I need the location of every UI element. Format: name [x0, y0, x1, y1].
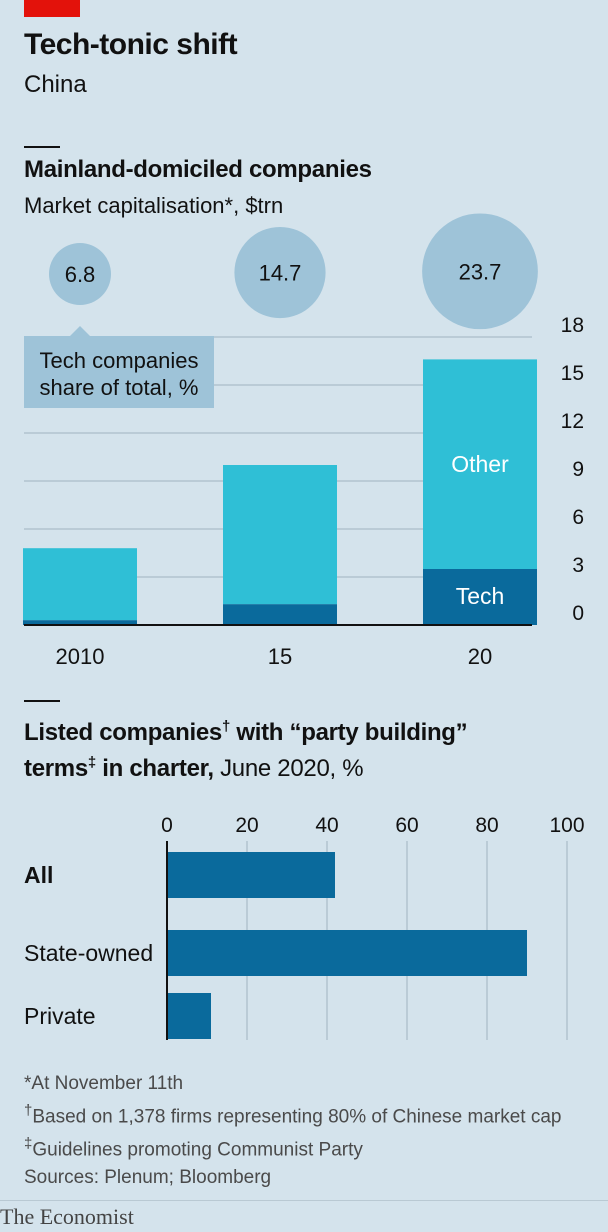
category-label: Private — [24, 1003, 96, 1029]
x-tick-label: 40 — [315, 814, 338, 837]
sources: Sources: Plenum; Bloomberg — [24, 1166, 272, 1188]
chart-title: Tech-tonic shift — [24, 28, 238, 61]
x-tick-label: 0 — [161, 814, 173, 837]
series-label-other: Other — [451, 451, 509, 477]
category-label: All — [24, 862, 53, 888]
section2-title-mid: with “party building” — [229, 719, 468, 746]
footnote-3-text: Guidelines promoting Communist Party — [32, 1139, 363, 1161]
callout-pointer — [70, 326, 90, 336]
bar-tech — [423, 569, 537, 625]
section1-rule — [24, 146, 60, 148]
y-tick-label: 9 — [572, 458, 584, 481]
y-tick-label: 18 — [561, 314, 584, 337]
footnotes: *At November 11th †Based on 1,378 firms … — [24, 1070, 561, 1191]
bar-other — [223, 465, 337, 605]
x-tick-label: 20 — [468, 644, 492, 669]
share-bubble-label: 14.7 — [259, 261, 302, 286]
party-building-chart: 0 20 40 60 80 100 All State-owned Private — [24, 814, 585, 1040]
series-label-tech: Tech — [456, 583, 505, 609]
footnote-1: *At November 11th — [24, 1073, 184, 1094]
bar-tech — [223, 604, 337, 625]
x-tick-label: 20 — [235, 814, 258, 837]
share-bubble — [49, 243, 111, 305]
chart-subtitle: China — [24, 71, 87, 98]
footer-divider — [0, 1200, 608, 1201]
footnote-3-mark: ‡ — [24, 1135, 33, 1153]
economist-logo: The Economist — [0, 1204, 134, 1229]
market-cap-chart: 0 3 6 9 12 15 18 2010 6.8 15 14.7 20 23.7 Other Tech Te… — [23, 213, 584, 669]
callout-box — [24, 336, 214, 408]
section2-title-main: Listed companies — [24, 719, 222, 746]
bar-tech — [23, 620, 137, 625]
brand-red-tag — [24, 0, 80, 17]
y-tick-label: 0 — [572, 602, 584, 625]
callout-line-2: share of total, % — [40, 375, 199, 400]
footnote-2-text: Based on 1,378 firms representing 80% of… — [32, 1106, 562, 1128]
section2-title-terms: terms — [24, 755, 88, 782]
section2-title-line2: terms‡ in charter, June 2020, % — [24, 754, 364, 783]
y-tick-label: 12 — [561, 410, 584, 433]
x-tick-label: 100 — [549, 814, 584, 837]
x-tick-label: 2010 — [56, 644, 105, 669]
share-bubble — [234, 226, 326, 319]
section2-title-plain: June 2020, % — [213, 755, 364, 782]
section1-subtitle: Market capitalisation*, $trn — [24, 193, 284, 218]
bar-other — [423, 359, 537, 569]
section1-title: Mainland-domiciled companies — [24, 156, 372, 183]
x-tick-label: 60 — [395, 814, 418, 837]
hbar — [167, 852, 335, 898]
share-bubble-label: 23.7 — [459, 259, 502, 284]
hbar — [167, 930, 527, 976]
share-bubble — [422, 213, 538, 330]
bar-other — [23, 548, 137, 621]
y-tick-label: 6 — [572, 506, 584, 529]
dagger-mark: † — [221, 718, 230, 735]
section2-title: Listed companies† with “party building” — [24, 718, 468, 747]
footnote-2: †Based on 1,378 firms representing 80% o… — [24, 1097, 561, 1130]
section2-title-rest: in charter, — [95, 755, 214, 782]
double-dagger-mark: ‡ — [87, 754, 96, 771]
category-label: State-owned — [24, 940, 153, 966]
hbar — [167, 993, 211, 1039]
footnote-3: ‡Guidelines promoting Communist Party — [24, 1130, 561, 1163]
y-tick-label: 3 — [572, 554, 584, 577]
callout-line-1: Tech companies — [40, 348, 199, 373]
footnote-2-mark: † — [24, 1102, 33, 1119]
share-bubble-label: 6.8 — [65, 262, 96, 287]
y-tick-label: 15 — [561, 362, 584, 385]
section2-rule — [24, 700, 60, 702]
x-tick-label: 80 — [475, 814, 498, 837]
x-tick-label: 15 — [268, 644, 292, 669]
